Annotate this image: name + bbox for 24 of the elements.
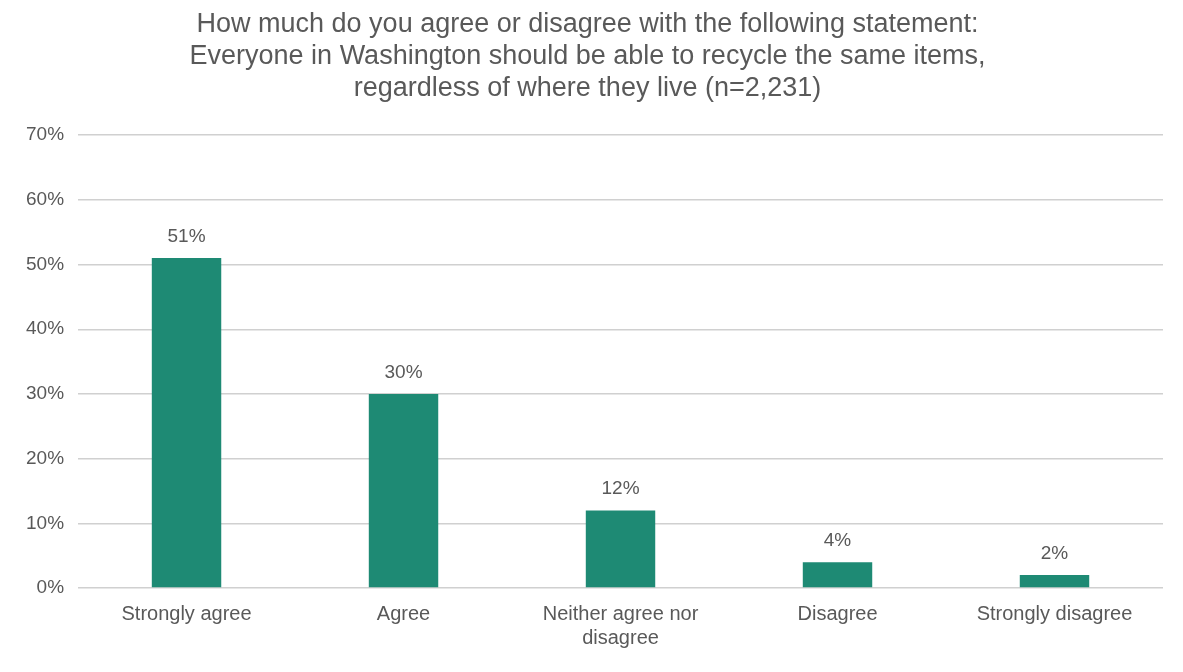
- data-label: 4%: [823, 528, 852, 550]
- y-tick-label: 50%: [26, 252, 65, 274]
- chart-title: How much do you agree or disagree with the following statement: Everyone in Washington should be able to recycle the same items, regardless of where they live (n=2,231): [189, 7, 986, 103]
- data-label: 12%: [601, 477, 640, 499]
- bar: [802, 562, 873, 588]
- bar: [151, 258, 222, 588]
- bar: [368, 393, 439, 588]
- y-tick-label: 40%: [26, 317, 65, 339]
- y-tick-label: 0%: [36, 576, 65, 598]
- data-label: 2%: [1040, 541, 1069, 563]
- y-tick-label: 10%: [26, 511, 65, 533]
- data-label: 51%: [167, 224, 206, 246]
- x-tick-label: Strongly agree: [121, 601, 252, 624]
- x-tick-label: Agree: [376, 601, 431, 624]
- y-tick-label: 20%: [26, 446, 65, 468]
- y-tick-label: 60%: [26, 188, 65, 210]
- bar: [1019, 575, 1090, 588]
- x-tick-label: Strongly disagree: [976, 601, 1133, 624]
- y-tick-label: 70%: [26, 123, 65, 145]
- y-tick-label: 30%: [26, 382, 65, 404]
- x-tick-label: Neither agree nor disagree: [542, 601, 699, 648]
- data-label: 30%: [384, 360, 423, 382]
- bar: [585, 510, 656, 588]
- x-tick-label: Disagree: [797, 601, 878, 624]
